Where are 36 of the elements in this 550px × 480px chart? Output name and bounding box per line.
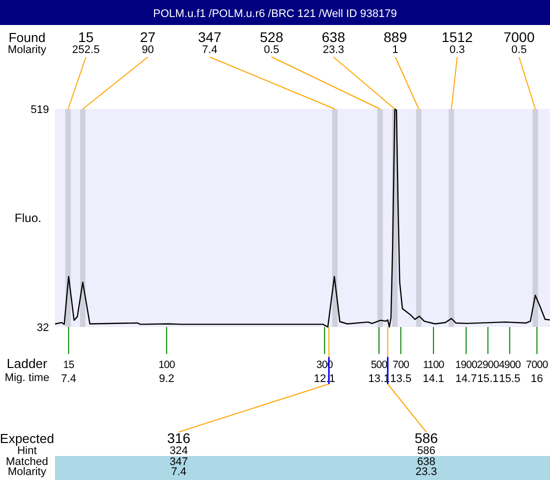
band-label: 1512 0.3 <box>442 29 473 56</box>
annotation: 700 <box>392 359 410 371</box>
x-tick-label: 13.5 <box>390 373 412 385</box>
x-tick-label: 16 <box>530 373 544 385</box>
text: Ladder <box>6 356 48 371</box>
annotation: 2900 <box>477 359 500 371</box>
text: Found Molarity <box>8 30 47 56</box>
line-series <box>54 108 550 328</box>
x-tick-label: 15.1 <box>477 373 499 385</box>
band-label: 638 23.3 <box>322 29 346 56</box>
annotation: 500 <box>370 359 388 371</box>
annotation: 586 586 638 23.3 <box>414 430 438 478</box>
band-label: 347 7.4 <box>198 29 222 56</box>
text: Expected Hint Matched Molarity <box>0 431 54 478</box>
band-label: 528 0.5 <box>260 29 284 56</box>
y-axis-title: Fluo. <box>14 211 42 225</box>
band-label: 27 90 <box>140 29 156 56</box>
annotation: 100 <box>158 359 176 371</box>
annotation: 1900 <box>455 359 478 371</box>
annotation: 4900 <box>498 359 522 371</box>
annotation: 1100 <box>422 359 445 371</box>
band-label: 15 252.5 <box>72 29 100 56</box>
band-label: 7000 0.5 <box>503 29 535 56</box>
chart-title: POLM.u.f1 /POLM.u.r6 /BRC 121 /Well ID 938179 <box>153 8 397 20</box>
x-tick-label: 15.5 <box>498 373 520 385</box>
x-tick-label: 9.2 <box>158 373 174 385</box>
annotation: 7000 <box>526 359 548 371</box>
x-tick-label: 14.7 <box>455 373 477 385</box>
annotation: 15 <box>63 359 75 371</box>
y-tick-label: 32 <box>36 322 49 334</box>
band-label: 889 1 <box>384 29 408 56</box>
x-tick-label: 14.1 <box>422 373 444 385</box>
x-tick-label: 7.4 <box>60 373 76 385</box>
x-axis-title: Mig. time <box>4 372 50 384</box>
y-tick-label: 519 <box>30 104 49 116</box>
annotation: 316 324 347 7.4 <box>167 430 191 478</box>
